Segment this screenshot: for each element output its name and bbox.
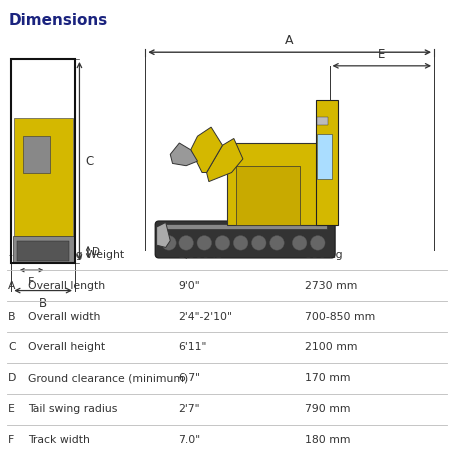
Circle shape [252, 236, 266, 250]
Text: 6'11": 6'11" [178, 342, 207, 352]
Text: 180 mm: 180 mm [305, 435, 350, 445]
Circle shape [179, 236, 193, 250]
Polygon shape [157, 222, 170, 247]
Text: F: F [28, 277, 35, 287]
Polygon shape [207, 138, 243, 182]
Text: C: C [85, 155, 93, 168]
Text: 2'7": 2'7" [178, 404, 199, 414]
Bar [227, 143, 336, 225]
Text: 700-850 mm: 700-850 mm [305, 311, 375, 321]
Text: Overall width: Overall width [28, 311, 100, 321]
Circle shape [270, 236, 284, 250]
Text: A: A [8, 281, 15, 291]
Text: B: B [39, 297, 47, 311]
Text: A: A [286, 34, 294, 47]
Bar [23, 136, 50, 173]
Text: Operating Weight: Operating Weight [28, 250, 124, 260]
Text: F: F [8, 435, 14, 445]
Bar [17, 241, 69, 261]
Polygon shape [170, 143, 197, 166]
Text: C: C [8, 342, 15, 352]
Text: D: D [92, 247, 100, 257]
Text: Dimensions: Dimensions [8, 13, 108, 28]
Text: Tail swing radius: Tail swing radius [28, 404, 118, 414]
Text: 1,960 lb: 1,960 lb [178, 250, 222, 260]
Bar [13, 236, 74, 263]
Text: B: B [8, 311, 15, 321]
Text: 170 mm: 170 mm [305, 373, 350, 383]
Bar [316, 100, 338, 225]
Text: Ground clearance (minimum): Ground clearance (minimum) [28, 373, 188, 383]
Text: 6.7": 6.7" [178, 373, 200, 383]
Bar [236, 166, 300, 225]
Bar [163, 224, 327, 229]
Circle shape [215, 236, 230, 250]
Text: Overall height: Overall height [28, 342, 105, 352]
Text: E: E [8, 404, 15, 414]
Text: Overall length: Overall length [28, 281, 105, 291]
Text: 2730 mm: 2730 mm [305, 281, 357, 291]
Text: 7.0": 7.0" [178, 435, 200, 445]
Circle shape [197, 236, 212, 250]
Polygon shape [191, 127, 222, 173]
FancyBboxPatch shape [155, 221, 335, 258]
Text: D: D [8, 373, 16, 383]
Bar [317, 117, 328, 125]
Circle shape [311, 236, 325, 250]
Circle shape [292, 236, 307, 250]
Bar [14, 118, 73, 245]
Circle shape [162, 236, 176, 250]
Text: 2'4"-2'10": 2'4"-2'10" [178, 311, 232, 321]
Text: -: - [8, 250, 12, 260]
Bar [317, 134, 332, 179]
Circle shape [233, 236, 248, 250]
Text: Track width: Track width [28, 435, 90, 445]
Text: 790 mm: 790 mm [305, 404, 350, 414]
Text: E: E [378, 48, 385, 61]
Text: 9'0": 9'0" [178, 281, 200, 291]
Text: 890 kg: 890 kg [305, 250, 343, 260]
Text: 2100 mm: 2100 mm [305, 342, 357, 352]
